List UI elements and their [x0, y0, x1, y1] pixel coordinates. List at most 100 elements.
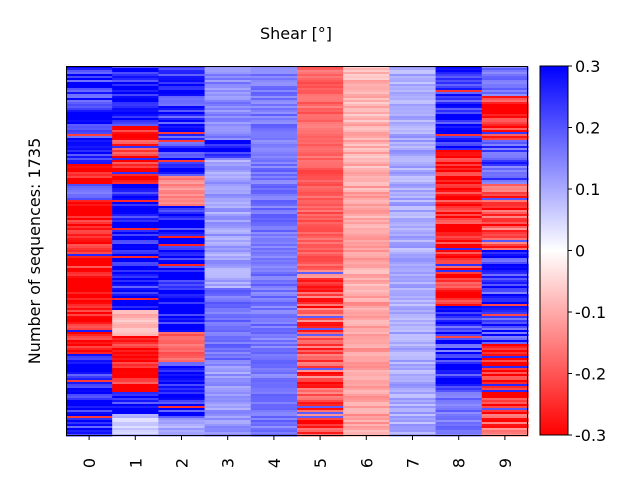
heatmap-cell	[389, 132, 437, 135]
heatmap-cell	[158, 316, 206, 319]
heatmap-cell	[204, 288, 252, 291]
heatmap-cell	[481, 298, 529, 301]
heatmap-cell	[343, 290, 390, 293]
heatmap-cell	[297, 130, 344, 133]
heatmap-cell	[204, 338, 252, 341]
heatmap-cell	[66, 300, 113, 303]
heatmap-cell	[343, 242, 390, 245]
heatmap-cell	[435, 112, 483, 115]
heatmap-cell	[297, 216, 344, 219]
heatmap-cell	[435, 256, 483, 259]
heatmap-cell	[204, 250, 252, 253]
heatmap-cell	[297, 430, 344, 433]
heatmap-cell	[66, 74, 113, 77]
heatmap-cell	[297, 336, 344, 339]
heatmap-cell	[297, 134, 344, 137]
heatmap-cell	[250, 142, 298, 145]
heatmap-cell	[66, 150, 113, 153]
heatmap-cell	[481, 126, 529, 129]
heatmap-cell	[158, 196, 206, 199]
heatmap-cell	[343, 154, 390, 157]
heatmap-cell	[481, 318, 529, 321]
heatmap-cell	[204, 236, 252, 239]
heatmap-cell	[158, 378, 206, 381]
colorbar-tick-label: 0.3	[575, 57, 600, 76]
heatmap-cell	[435, 200, 483, 203]
heatmap-cell	[297, 354, 344, 357]
heatmap-cell	[204, 280, 252, 283]
heatmap-cell	[112, 214, 159, 217]
heatmap-cell	[66, 194, 113, 197]
heatmap-cell	[158, 296, 206, 299]
heatmap-cell	[204, 334, 252, 337]
heatmap-cell	[66, 206, 113, 209]
heatmap-cell	[66, 154, 113, 157]
heatmap-cell	[250, 286, 298, 289]
heatmap-cell	[435, 66, 483, 69]
heatmap-cell	[343, 402, 390, 405]
heatmap-cell	[343, 126, 390, 129]
heatmap-cell	[435, 242, 483, 245]
heatmap-cell	[343, 100, 390, 103]
heatmap-cell	[250, 234, 298, 237]
heatmap-cell	[389, 90, 437, 93]
heatmap-cell	[435, 240, 483, 243]
heatmap-cell	[481, 376, 529, 379]
heatmap-cell	[66, 424, 113, 427]
heatmap-cell	[66, 294, 113, 297]
heatmap-cell	[481, 370, 529, 373]
heatmap-cell	[435, 260, 483, 263]
heatmap-cell	[250, 228, 298, 231]
heatmap-cell	[250, 190, 298, 193]
heatmap-cell	[435, 374, 483, 377]
heatmap-cell	[389, 96, 437, 99]
heatmap-cell	[250, 84, 298, 87]
heatmap-cell	[112, 160, 159, 163]
heatmap-cell	[158, 208, 206, 211]
heatmap-cell	[204, 314, 252, 317]
heatmap-cell	[481, 260, 529, 263]
heatmap-cell	[389, 228, 437, 231]
heatmap-cell	[343, 218, 390, 221]
heatmap-cell	[297, 182, 344, 185]
heatmap-cell	[343, 354, 390, 357]
heatmap-cell	[112, 256, 159, 259]
heatmap-cell	[389, 382, 437, 385]
heatmap-cell	[204, 88, 252, 91]
heatmap-cell	[66, 236, 113, 239]
heatmap-cell	[435, 246, 483, 249]
x-tick-label: 7	[404, 458, 423, 468]
heatmap-cell	[158, 184, 206, 187]
heatmap-cell	[250, 252, 298, 255]
heatmap-cell	[389, 290, 437, 293]
heatmap-cell	[297, 206, 344, 209]
heatmap-cell	[112, 412, 159, 415]
heatmap-cell	[481, 396, 529, 399]
heatmap-cell	[343, 110, 390, 113]
heatmap-cell	[343, 104, 390, 107]
heatmap-cell	[481, 432, 529, 435]
heatmap-cell	[435, 310, 483, 313]
heatmap-cell	[112, 400, 159, 403]
heatmap-cell	[204, 400, 252, 403]
heatmap-cell	[66, 130, 113, 133]
heatmap-cell	[250, 222, 298, 225]
heatmap-cell	[297, 118, 344, 121]
heatmap-cell	[297, 228, 344, 231]
heatmap-cell	[435, 354, 483, 357]
heatmap-cell	[481, 154, 529, 157]
heatmap-cell	[158, 370, 206, 373]
heatmap-cell	[66, 118, 113, 121]
heatmap-cell	[112, 84, 159, 87]
heatmap-cell	[112, 110, 159, 113]
heatmap-cell	[297, 346, 344, 349]
heatmap-cell	[389, 402, 437, 405]
heatmap-cell	[435, 408, 483, 411]
heatmap-cell	[389, 366, 437, 369]
heatmap-cell	[481, 124, 529, 127]
heatmap-cell	[343, 78, 390, 81]
heatmap-cell	[343, 262, 390, 265]
heatmap-cell	[66, 332, 113, 335]
heatmap-cell	[112, 78, 159, 81]
heatmap-cell	[250, 418, 298, 421]
